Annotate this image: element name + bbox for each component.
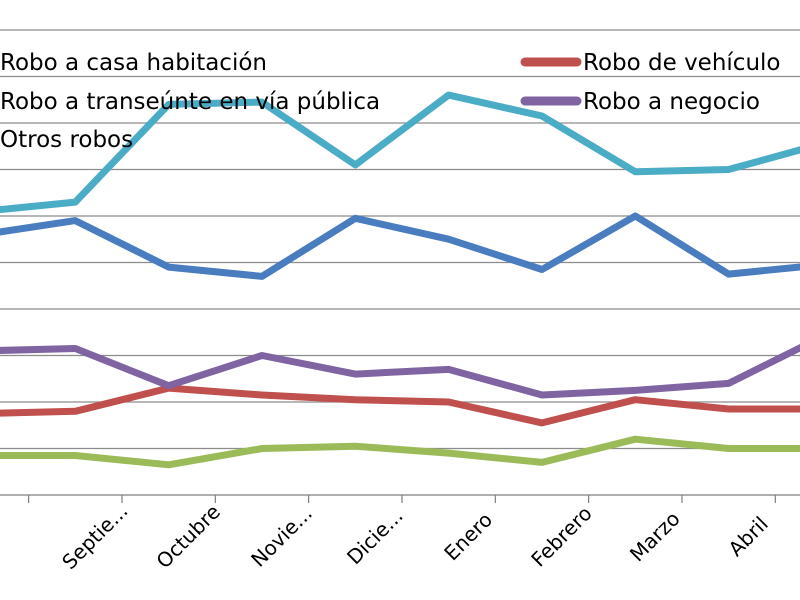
x-tick-label: Marzo bbox=[625, 506, 685, 566]
series-lines bbox=[0, 91, 800, 469]
legend-label: Otros robos bbox=[0, 127, 133, 153]
x-axis: Septie... Octubre Novie... Dicie... Enero Feb… bbox=[28, 495, 776, 574]
x-tick-label: Septie... bbox=[57, 499, 132, 574]
legend-label: Robo de vehículo bbox=[583, 50, 780, 76]
series-line-4 bbox=[0, 343, 800, 399]
x-tick-label: Novie... bbox=[246, 501, 317, 572]
x-tick-label: Enero bbox=[439, 507, 497, 565]
legend-label: Robo a transeúnte en vía pública bbox=[0, 89, 380, 115]
x-tick-label: Octubre bbox=[151, 500, 225, 574]
x-tick-label: Dicie... bbox=[342, 504, 408, 570]
x-tick-label: Abril bbox=[724, 512, 773, 561]
legend-label: Robo a negocio bbox=[583, 89, 760, 115]
series-line-1 bbox=[0, 212, 800, 280]
series-line-3 bbox=[0, 435, 800, 469]
series-line-5 bbox=[0, 91, 800, 214]
x-tick-label: Febrero bbox=[526, 501, 596, 571]
series-line-2 bbox=[0, 384, 800, 427]
legend-label: Robo a casa habitación bbox=[0, 50, 267, 76]
gridlines bbox=[0, 29, 800, 496]
legend: Robo a casa habitación Robo de vehículo Ro… bbox=[0, 50, 780, 153]
